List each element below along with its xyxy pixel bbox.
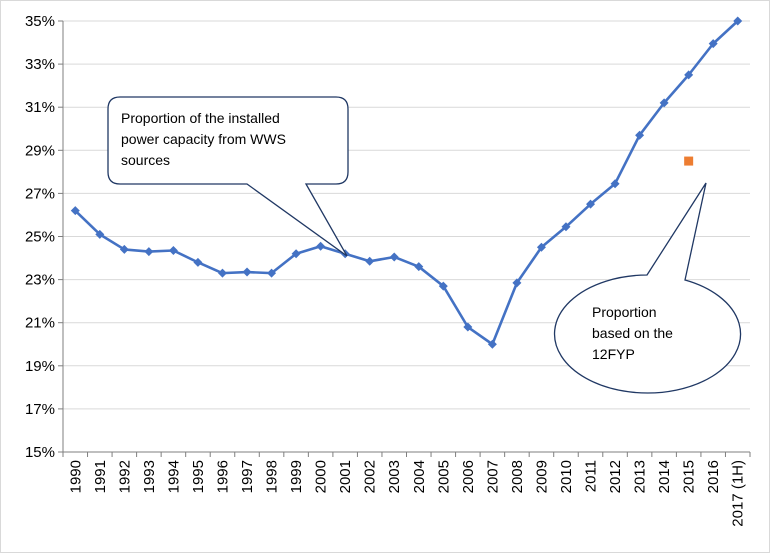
x-tick-label: 2012 xyxy=(607,460,624,493)
data-point xyxy=(217,268,227,278)
data-point xyxy=(70,206,80,216)
x-tick-label: 2008 xyxy=(509,460,526,493)
x-tick-label: 2003 xyxy=(386,460,403,493)
data-point xyxy=(561,222,571,232)
x-tick-label: 2009 xyxy=(533,460,550,493)
x-tick-label: 2015 xyxy=(681,460,698,493)
data-point xyxy=(487,339,497,349)
x-tick-labels: 1990 1991 1992 1993 1994 1995 1996 1997 1998 1999… xyxy=(67,460,746,527)
x-tick-label: 1992 xyxy=(116,460,133,493)
data-point xyxy=(610,179,620,189)
y-tick-label: 19% xyxy=(25,358,55,375)
y-tick-labels: 15% 17% 19% 21% 23% 25% 27% 29% 31% 33% 35% xyxy=(25,13,55,461)
data-point xyxy=(512,278,522,288)
x-tick-label: 1996 xyxy=(214,460,231,493)
data-point xyxy=(193,257,203,267)
x-tick-label: 2007 xyxy=(484,460,501,493)
data-point xyxy=(267,268,277,278)
x-tick-label: 1995 xyxy=(190,460,207,493)
data-point xyxy=(635,130,645,140)
data-point xyxy=(438,281,448,291)
x-tick-label: 1997 xyxy=(239,460,256,493)
x-tick-label: 2013 xyxy=(632,460,649,493)
data-point xyxy=(242,267,252,277)
data-point xyxy=(389,252,399,262)
y-tick-label: 33% xyxy=(25,56,55,73)
data-point xyxy=(586,199,596,209)
callout-12fyp: Proportion based on the 12FYP xyxy=(553,182,742,394)
callout-1-line-2: power capacity from WWS xyxy=(121,131,286,147)
data-point xyxy=(316,241,326,251)
x-tick-label: 2002 xyxy=(362,460,379,493)
x-tick-label: 1999 xyxy=(288,460,305,493)
data-point xyxy=(536,242,546,252)
x-tick-label: 2005 xyxy=(435,460,452,493)
y-tick-label: 15% xyxy=(25,444,55,461)
data-point xyxy=(659,98,669,108)
x-tick-label: 1993 xyxy=(141,460,158,493)
x-tick-label: 2010 xyxy=(558,460,575,493)
callout-2-line-2: based on the xyxy=(592,325,673,341)
x-tick-label: 2014 xyxy=(656,460,673,493)
x-tick-label: 1991 xyxy=(92,460,109,493)
x-tick-label: 2017 (1H) xyxy=(730,460,747,527)
data-point xyxy=(291,249,301,259)
callout-ellipse-shape xyxy=(553,182,742,394)
x-tick-label: 1998 xyxy=(264,460,281,493)
y-tick-label: 17% xyxy=(25,401,55,418)
x-tick-label: 2004 xyxy=(411,460,428,493)
y-tick-label: 35% xyxy=(25,13,55,30)
callout-2-line-3: 12FYP xyxy=(592,346,635,362)
callout-1-line-1: Proportion of the installed xyxy=(121,110,280,126)
x-tick-label: 1994 xyxy=(165,460,182,493)
data-point xyxy=(684,70,694,80)
x-tick-label: 2016 xyxy=(705,460,722,493)
data-point xyxy=(365,256,375,266)
x-tick-label: 1990 xyxy=(67,460,84,493)
data-point xyxy=(463,322,473,332)
data-point xyxy=(119,244,129,254)
data-point xyxy=(414,262,424,272)
y-tick-label: 21% xyxy=(25,315,55,332)
x-tick-label: 2001 xyxy=(337,460,354,493)
y-tick-label: 27% xyxy=(25,185,55,202)
y-tick-label: 31% xyxy=(25,99,55,116)
series-line xyxy=(74,20,739,346)
axes xyxy=(58,20,751,457)
data-point-12fyp xyxy=(684,156,694,166)
callout-2-line-1: Proportion xyxy=(592,304,657,320)
y-tick-label: 29% xyxy=(25,142,55,159)
callout-1-line-3: sources xyxy=(121,152,170,168)
x-tick-label: 2006 xyxy=(460,460,477,493)
data-point xyxy=(708,39,718,49)
y-tick-label: 23% xyxy=(25,272,55,289)
callout-installed-capacity: Proportion of the installed power capaci… xyxy=(107,96,349,257)
data-point xyxy=(144,247,154,257)
callout-bubble-shape xyxy=(107,96,349,257)
x-tick-label: 2000 xyxy=(313,460,330,493)
y-tick-label: 25% xyxy=(25,229,55,246)
data-point xyxy=(168,246,178,256)
data-point xyxy=(95,229,105,239)
data-point xyxy=(733,16,743,26)
x-tick-label: 2011 xyxy=(583,460,600,492)
